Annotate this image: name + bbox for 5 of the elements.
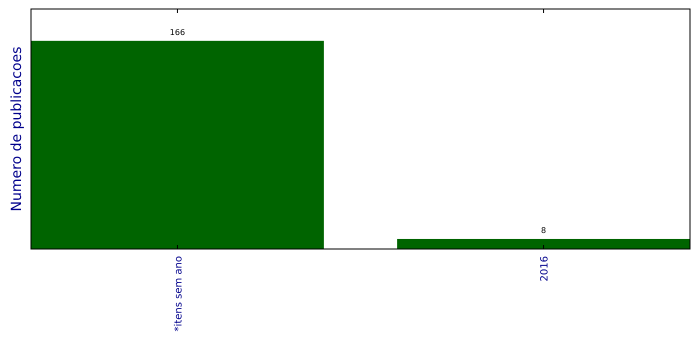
data-label: 8 [541, 226, 546, 235]
x-tick-label: 2016 [540, 256, 551, 282]
y-axis-title: Numero de publicacoes [9, 46, 25, 212]
x-tick-label: *itens sem ano [173, 256, 184, 332]
data-label: 166 [170, 28, 186, 37]
